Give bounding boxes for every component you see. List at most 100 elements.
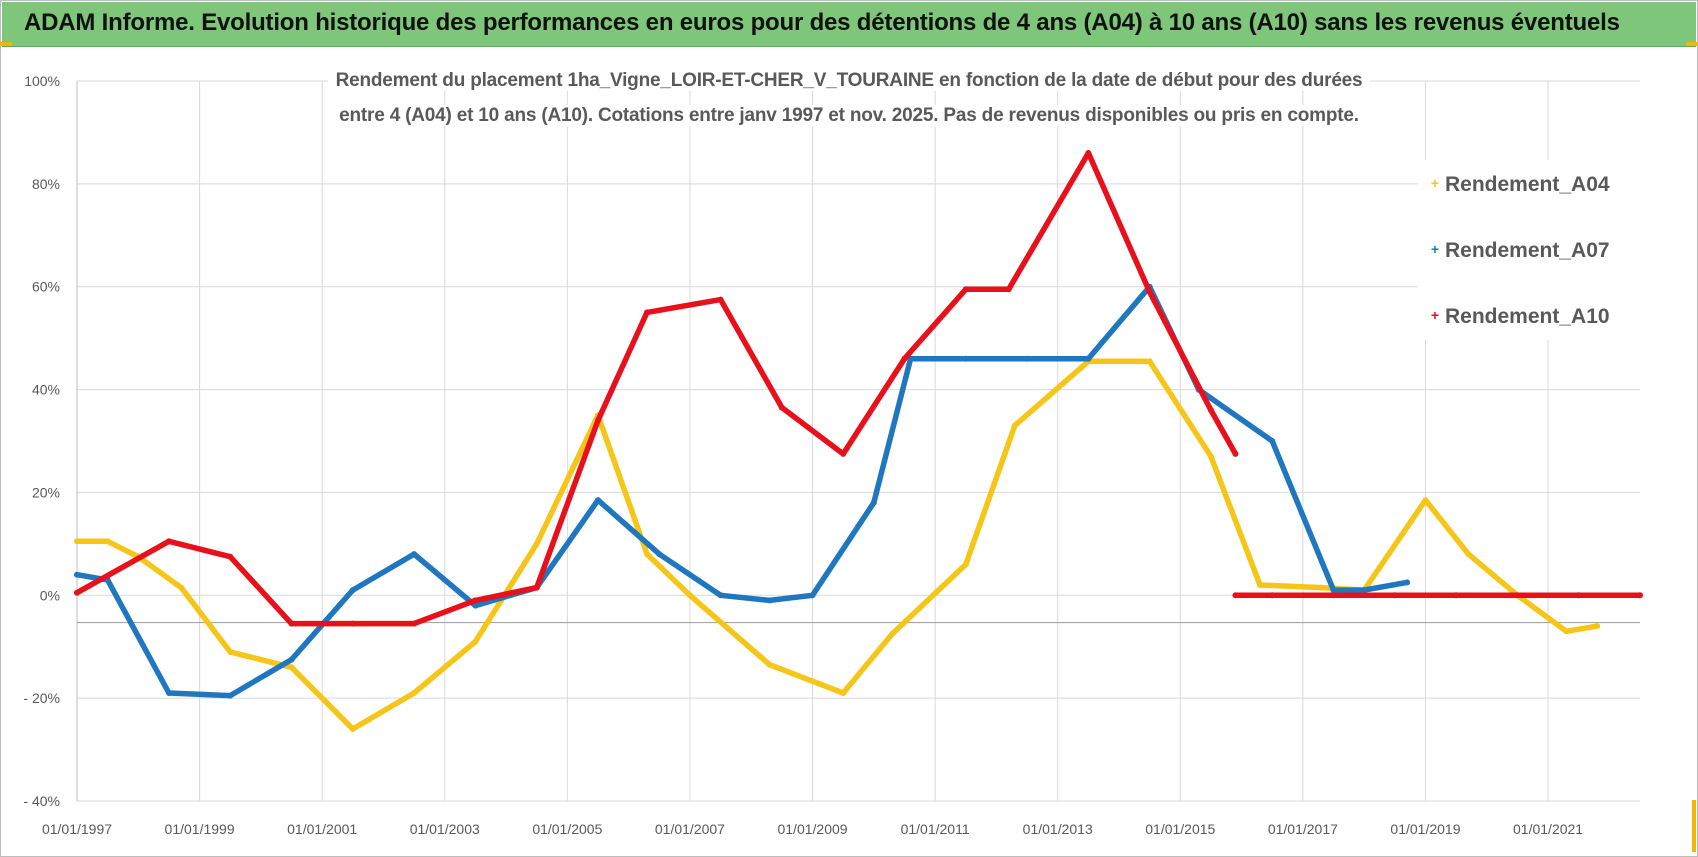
x-tick-label: 01/01/1999 <box>165 821 235 837</box>
x-tick-label: 01/01/2007 <box>655 821 725 837</box>
data-point-rendement_a10 <box>1637 592 1643 599</box>
data-point-rendement_a04 <box>1594 623 1601 630</box>
data-point-rendement_a10 <box>1207 407 1214 414</box>
x-tick-label: 01/01/2001 <box>287 821 357 837</box>
axis-labels: 100% 80% 60% 40% 20% 0% - 20% - 40% 01/01/1997 01… <box>23 73 1583 837</box>
data-point-rendement_a07 <box>1085 355 1092 362</box>
data-point-rendement_a10 <box>644 309 651 316</box>
data-point-rendement_a10 <box>1330 592 1337 599</box>
series-line-rendement_a07 <box>74 283 1410 699</box>
data-point-rendement_a10 <box>165 538 172 545</box>
data-point-rendement_a04 <box>1146 358 1153 365</box>
header-banner: ADAM Informe. Evolution historique des p… <box>2 2 1696 47</box>
legend-label-rendement_a07: Rendement_A07 <box>1445 239 1610 262</box>
x-tick-label: 01/01/2009 <box>777 821 847 837</box>
data-point-rendement_a07 <box>1404 579 1411 586</box>
data-point-rendement_a10 <box>74 589 80 596</box>
chart-title-line-2: entre 4 (A04) et 10 ans (A10). Cotations… <box>0 105 1698 127</box>
data-point-rendement_a04 <box>962 561 969 568</box>
data-point-rendement_a04 <box>104 538 111 545</box>
x-tick-label: 01/01/2019 <box>1390 821 1460 837</box>
data-point-rendement_a04 <box>686 592 693 599</box>
data-point-rendement_a10 <box>411 620 418 627</box>
x-tick-label: 01/01/2013 <box>1023 821 1093 837</box>
legend-marker-rendement_a10: + <box>1431 307 1439 323</box>
series-line-rendement_a04 <box>74 358 1600 732</box>
x-tick-label: 01/01/2003 <box>410 821 480 837</box>
data-point-rendement_a04 <box>1318 584 1325 591</box>
x-tick-label: 01/01/2017 <box>1268 821 1338 837</box>
data-point-rendement_a10 <box>840 450 847 457</box>
data-point-rendement_a10 <box>1575 592 1582 599</box>
data-point-rendement_a07 <box>227 692 234 699</box>
data-point-rendement_a10 <box>1085 150 1092 156</box>
data-point-rendement_a10 <box>1232 592 1239 599</box>
data-point-rendement_a04 <box>178 584 185 591</box>
data-point-rendement_a04 <box>411 690 418 696</box>
data-point-rendement_a04 <box>227 648 234 655</box>
data-point-rendement_a07 <box>766 597 773 604</box>
y-tick-label: 60% <box>32 279 60 295</box>
corner-accent-top-right <box>1686 42 1698 46</box>
data-point-rendement_a07 <box>1361 587 1368 594</box>
data-point-rendement_a04 <box>533 540 540 547</box>
data-point-rendement_a10 <box>901 355 908 362</box>
data-point-rendement_a10 <box>1391 592 1398 599</box>
y-tick-label: - 40% <box>23 793 60 809</box>
data-point-rendement_a10 <box>1269 592 1276 599</box>
data-point-rendement_a07 <box>962 355 969 362</box>
data-point-rendement_a04 <box>349 726 356 732</box>
data-point-rendement_a07 <box>411 551 418 558</box>
data-point-rendement_a10 <box>1146 288 1153 295</box>
x-tick-label: 01/01/2021 <box>1513 821 1583 837</box>
x-tick-label: 01/01/1997 <box>42 821 112 837</box>
data-point-rendement_a10 <box>227 553 234 560</box>
legend-marker-rendement_a04: + <box>1431 175 1439 191</box>
data-point-rendement_a04 <box>1256 582 1263 588</box>
data-point-rendement_a04 <box>1422 497 1429 504</box>
data-point-rendement_a07 <box>288 656 295 663</box>
corner-accent-top-left <box>0 42 12 46</box>
data-point-rendement_a10 <box>595 417 601 424</box>
data-point-rendement_a04 <box>1465 551 1472 558</box>
data-point-rendement_a07 <box>472 602 479 609</box>
data-point-rendement_a04 <box>889 630 896 637</box>
data-point-rendement_a10 <box>288 620 295 627</box>
data-point-rendement_a07 <box>165 690 172 696</box>
legend-box <box>1418 160 1640 340</box>
data-point-rendement_a07 <box>349 587 356 594</box>
chart-title-text-1: Rendement du placement 1ha_Vigne_LOIR-ET… <box>327 70 1371 91</box>
data-point-rendement_a04 <box>74 538 80 545</box>
x-tick-label: 01/01/2015 <box>1145 821 1215 837</box>
data-point-rendement_a04 <box>472 638 479 645</box>
data-point-rendement_a04 <box>766 661 773 668</box>
data-point-rendement_a07 <box>870 499 877 506</box>
data-point-rendement_a04 <box>288 664 295 671</box>
data-point-rendement_a07 <box>1330 587 1337 594</box>
data-point-rendement_a04 <box>840 690 847 696</box>
data-point-rendement_a04 <box>1207 453 1214 460</box>
legend-label-rendement_a10: Rendement_A10 <box>1445 305 1610 328</box>
legend-marker-rendement_a07: + <box>1431 241 1439 257</box>
data-point-rendement_a07 <box>595 497 601 504</box>
chart-title-text-2: entre 4 (A04) et 10 ans (A10). Cotations… <box>331 105 1367 126</box>
data-point-rendement_a07 <box>74 571 80 578</box>
data-point-rendement_a10 <box>472 597 479 604</box>
page-title: ADAM Informe. Evolution historique des p… <box>24 9 1620 36</box>
legend-label-rendement_a04: Rendement_A04 <box>1445 173 1610 196</box>
x-tick-label: 01/01/2005 <box>532 821 602 837</box>
y-tick-label: 80% <box>32 176 60 192</box>
y-tick-label: 20% <box>32 484 60 500</box>
y-tick-label: 0% <box>40 587 60 603</box>
series-line-rendement_a10 <box>74 150 1239 627</box>
x-tick-label: 01/01/2011 <box>901 821 970 837</box>
chart-title-line-1: Rendement du placement 1ha_Vigne_LOIR-ET… <box>0 70 1698 92</box>
data-point-rendement_a04 <box>1563 628 1570 635</box>
legend: + Rendement_A04 + Rendement_A07 + Rendement_A… <box>1418 160 1640 340</box>
data-point-rendement_a07 <box>656 551 663 558</box>
data-point-rendement_a07 <box>1269 438 1276 444</box>
data-point-rendement_a10 <box>778 404 785 411</box>
data-point-rendement_a10 <box>1005 286 1012 293</box>
y-tick-label: 40% <box>32 382 60 398</box>
data-point-rendement_a10 <box>717 296 724 303</box>
